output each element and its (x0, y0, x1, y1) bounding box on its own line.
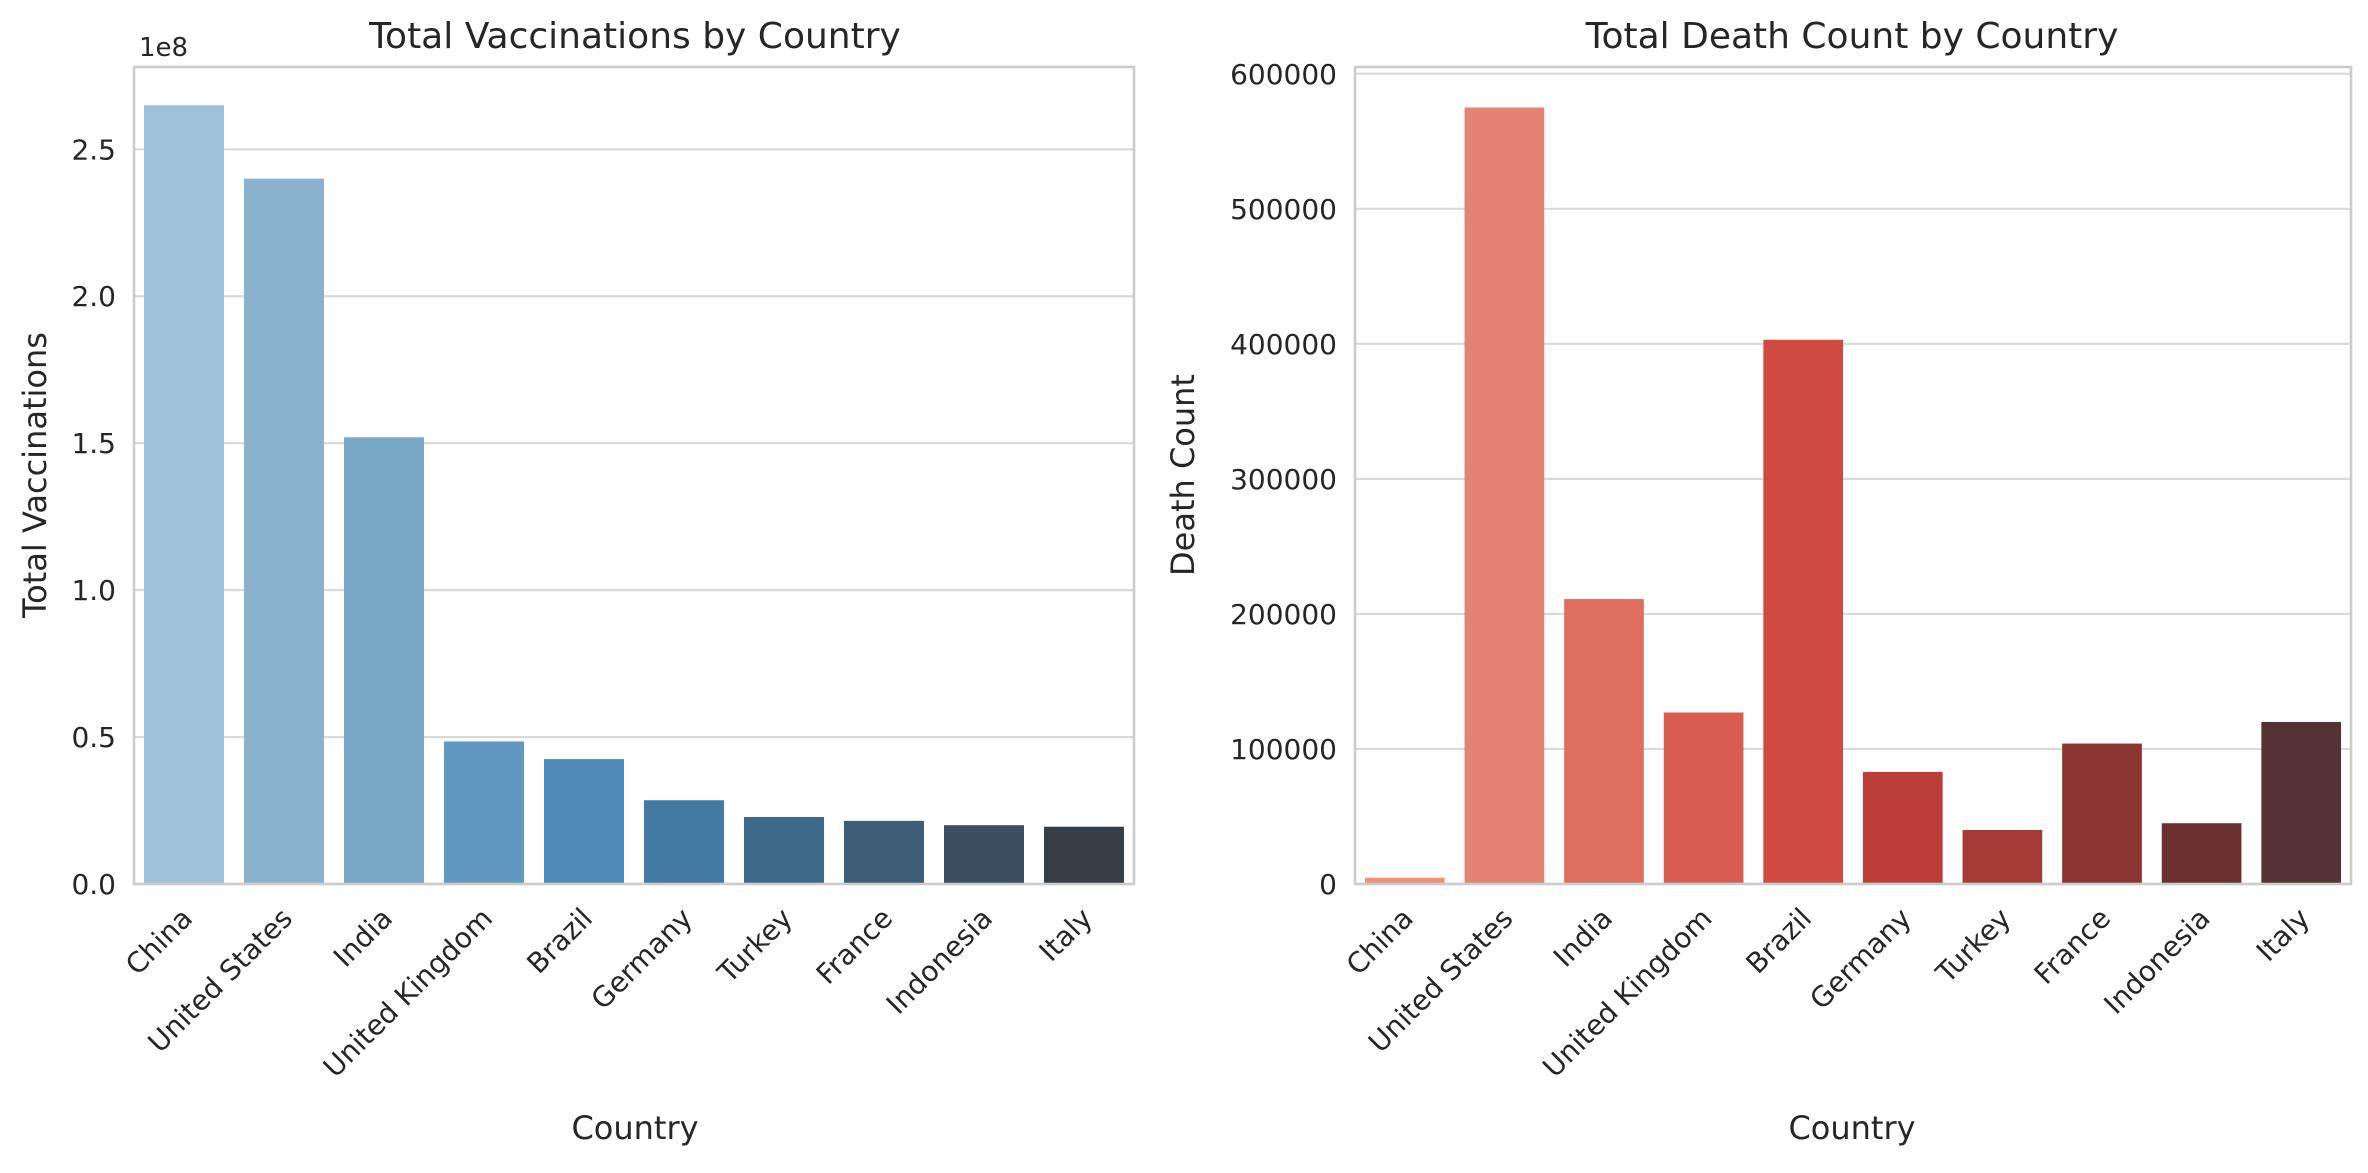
deaths-bars (1364, 107, 2342, 885)
deaths-x-tick-label: Brazil (1740, 902, 1819, 981)
vaccinations-bar-india (344, 437, 424, 884)
deaths-bar-indonesia (2161, 823, 2242, 884)
vaccinations-plot-frame (132, 65, 1136, 886)
vaccinations-offset-label: 1e8 (139, 33, 188, 63)
vaccinations-y-ticks: 0.0 0.5 1.0 1.5 2.0 2.5 (71, 133, 116, 901)
vaccinations-bar-brazil (544, 759, 624, 884)
deaths-x-tick-label: Indonesia (2097, 902, 2216, 1021)
vaccinations-y-tick-label: 0.5 (71, 721, 116, 754)
vaccinations-bar-france (844, 820, 924, 884)
vaccinations-y-tick-label: 2.5 (71, 133, 116, 166)
vaccinations-x-tick-label: Brazil (520, 902, 599, 981)
deaths-x-tick-label: China (1340, 902, 1420, 982)
vaccinations-x-axis-label: Country (571, 1109, 698, 1147)
vaccinations-bar-united-states (244, 178, 324, 884)
deaths-x-tick-label: Italy (2250, 902, 2316, 968)
vaccinations-x-tick-label: United Kingdom (317, 902, 499, 1084)
deaths-y-tick-label: 400000 (1230, 328, 1337, 361)
vaccinations-bar-china (144, 105, 224, 885)
deaths-chart-title: Total Death Count by Country (1585, 16, 2119, 57)
deaths-x-tick-label: Turkey (1929, 902, 2017, 990)
vaccinations-bar-turkey (744, 816, 824, 884)
deaths-bar-united-kingdom (1663, 712, 1744, 884)
deaths-bar-turkey (1962, 829, 2043, 884)
vaccinations-chart-title: Total Vaccinations by Country (368, 16, 901, 57)
deaths-y-axis-label: Death Count (1164, 374, 1202, 576)
deaths-y-tick-label: 300000 (1230, 463, 1337, 496)
deaths-x-tick-label: Germany (1803, 902, 1917, 1016)
vaccinations-bar-united-kingdom (444, 741, 524, 884)
vaccinations-y-tick-label: 1.0 (71, 574, 116, 607)
vaccinations-x-tick-label: France (810, 902, 899, 991)
vaccinations-y-tick-label: 1.5 (71, 427, 116, 460)
deaths-bar-france (2062, 743, 2142, 884)
deaths-y-ticks: 0 100000 200000 300000 400000 500000 600000 (1230, 58, 1337, 901)
deaths-bar-china (1364, 877, 1445, 884)
deaths-plot-frame (1353, 65, 2353, 886)
vaccinations-y-axis-label: Total Vaccinations (16, 332, 54, 619)
deaths-bar-india (1564, 599, 1644, 884)
vaccinations-y-tick-label: 2.0 (71, 280, 116, 313)
deaths-x-tick-label: United Kingdom (1536, 902, 1718, 1084)
vaccinations-bar-italy (1044, 826, 1124, 884)
vaccinations-panel: Total Vaccinations by Country 1e8 Countr… (16, 16, 1136, 1147)
deaths-bar-germany (1862, 771, 1943, 884)
deaths-panel: Total Death Count by Country Country Dea… (1164, 16, 2353, 1147)
vaccinations-x-tick-label: Indonesia (880, 902, 999, 1021)
deaths-x-tick-label: India (1547, 902, 1619, 974)
vaccinations-x-tick-label: Germany (585, 902, 699, 1016)
deaths-bar-italy (2261, 721, 2342, 884)
vaccinations-bar-germany (644, 800, 724, 884)
deaths-y-tick-label: 500000 (1230, 193, 1337, 226)
vaccinations-bars (144, 105, 1124, 885)
deaths-y-tick-label: 0 (1319, 868, 1337, 901)
deaths-bar-united-states (1464, 107, 1545, 885)
vaccinations-x-tick-label: Turkey (710, 902, 798, 990)
deaths-y-tick-label: 200000 (1230, 598, 1337, 631)
vaccinations-x-tick-label: China (119, 902, 199, 982)
deaths-bar-brazil (1763, 339, 1844, 885)
deaths-x-axis-label: Country (1788, 1109, 1915, 1147)
deaths-y-tick-label: 100000 (1230, 733, 1337, 766)
deaths-y-tick-label: 600000 (1230, 58, 1337, 91)
deaths-x-tick-label: France (2028, 902, 2117, 991)
vaccinations-y-tick-label: 0.0 (71, 868, 116, 901)
vaccinations-x-tick-label: India (327, 902, 399, 974)
vaccinations-bar-indonesia (944, 825, 1024, 884)
vaccinations-x-tick-label: Italy (1033, 902, 1099, 968)
